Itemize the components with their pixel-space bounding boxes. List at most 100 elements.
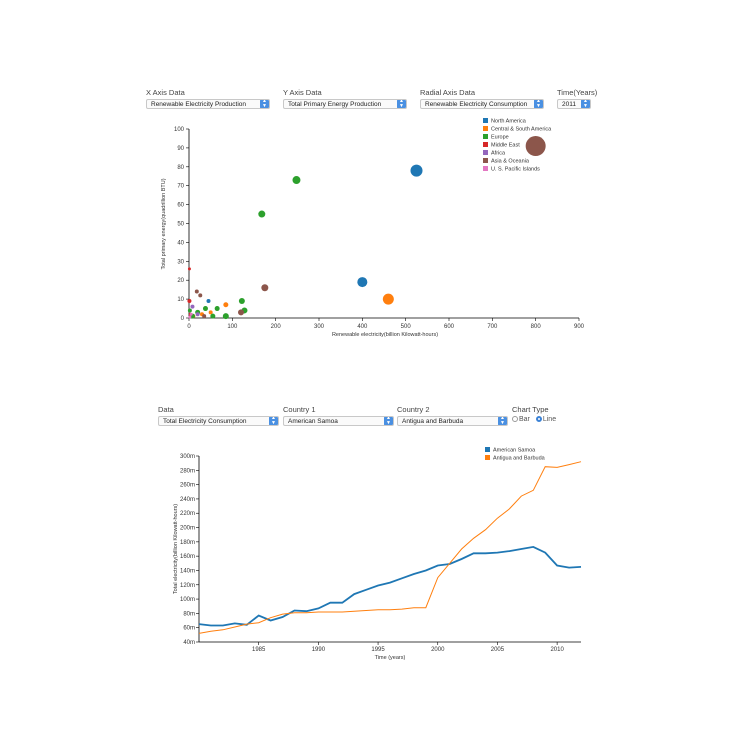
country-1-label: Country 1: [283, 405, 316, 414]
legend-entry: Antigua and Barbuda: [493, 456, 546, 462]
time-year-select-value: 2011: [562, 101, 576, 108]
chevron-updown-icon: ▲ ▼: [534, 100, 543, 108]
line-y-tick-label: 80m: [183, 611, 195, 617]
line-y-tick-label: 160m: [180, 554, 195, 560]
line-x-tick-label: 2005: [491, 647, 505, 653]
line-x-tick-label: 2010: [550, 647, 564, 653]
scatter-x-tick-label: 600: [444, 324, 455, 330]
legend-swatch: [483, 166, 488, 171]
scatter-point[interactable]: [261, 284, 269, 292]
scatter-points: [187, 136, 546, 320]
scatter-point[interactable]: [187, 267, 191, 271]
scatter-x-tick-label: 700: [487, 324, 498, 330]
chevron-updown-icon: ▲ ▼: [384, 417, 393, 425]
scatter-point[interactable]: [210, 313, 216, 319]
data-select-value: Total Electricity Consumption: [163, 418, 247, 425]
legend-entry: U. S. Pacific Islands: [491, 167, 540, 173]
line-y-tick-label: 200m: [180, 526, 195, 532]
bar-radio[interactable]: [512, 416, 518, 423]
scatter-x-tick-label: 400: [357, 324, 368, 330]
scatter-point[interactable]: [223, 302, 229, 308]
scatter-point[interactable]: [190, 304, 195, 309]
scatter-point[interactable]: [382, 293, 394, 305]
line-radio[interactable]: [535, 416, 542, 423]
scatter-point[interactable]: [292, 176, 301, 185]
line-y-tick-label: 100m: [180, 597, 195, 603]
scatter-point[interactable]: [238, 309, 244, 316]
chevron-updown-icon: ▲ ▼: [498, 417, 507, 425]
scatter-point[interactable]: [187, 308, 192, 313]
legend-swatch: [483, 118, 488, 123]
scatter-point[interactable]: [187, 298, 192, 303]
scatter-x-tick-label: 100: [227, 324, 238, 330]
line-y-tick-label: 220m: [180, 511, 195, 517]
y-axis-data-label: Y Axis Data: [283, 88, 322, 97]
scatter-x-tick-label: 800: [531, 324, 542, 330]
line-series: [198, 461, 582, 634]
scatter-point[interactable]: [202, 314, 207, 319]
scatter-point[interactable]: [206, 298, 211, 303]
scatter-point[interactable]: [214, 306, 220, 312]
country-2-label: Country 2: [397, 405, 430, 414]
bar-radio-label: Bar: [519, 416, 530, 423]
radial-axis-select-value: Renewable Electricity Consumption: [425, 101, 528, 108]
time-year-select[interactable]: 2011 ▲ ▼: [557, 99, 591, 109]
scatter-x-tick-label: 500: [401, 324, 412, 330]
line-x-tick-label: 1995: [371, 647, 385, 653]
line-x-tick-label: 2000: [431, 647, 445, 653]
scatter-point[interactable]: [194, 289, 199, 294]
legend-entry: Europe: [491, 135, 509, 141]
scatter-point[interactable]: [222, 313, 229, 320]
time-years-label: Time(Years): [557, 88, 598, 97]
scatter-y-tick-label: 50: [177, 222, 184, 228]
scatter-point[interactable]: [198, 293, 203, 298]
country-1-select-value: American Samoa: [288, 418, 338, 425]
chevron-updown-icon: ▲ ▼: [260, 100, 269, 108]
scatter-point[interactable]: [202, 306, 208, 312]
scatter-y-tick-label: 70: [177, 184, 184, 190]
legend-swatch: [483, 150, 488, 155]
legend-entry: Middle East: [491, 143, 520, 149]
line-axes: 1985 1990 1995 2000 2005 2010 40m 60m 80m 100m 120…: [180, 454, 581, 653]
scatter-x-axis-label: Renewable electricity(billion Kilowatt-h…: [332, 332, 438, 338]
chart-type-label: Chart Type: [512, 405, 549, 414]
data-select[interactable]: Total Electricity Consumption ▲ ▼: [158, 416, 279, 426]
scatter-x-tick-label: 200: [271, 324, 282, 330]
legend-entry: Asia & Oceania: [491, 159, 530, 165]
chevron-updown-icon: ▲ ▼: [269, 417, 278, 425]
line-y-tick-label: 180m: [180, 540, 195, 546]
scatter-point[interactable]: [410, 164, 423, 177]
scatter-y-tick-label: 90: [177, 146, 184, 152]
x-axis-data-label: X Axis Data: [146, 88, 185, 97]
scatter-point[interactable]: [188, 315, 192, 319]
country-1-select[interactable]: American Samoa ▲ ▼: [283, 416, 394, 426]
line-x-tick-label: 1985: [252, 647, 266, 653]
country-2-select[interactable]: Antigua and Barbuda ▲ ▼: [397, 416, 508, 426]
line-x-axis-label: Time (years): [375, 655, 406, 661]
line-y-tick-label: 140m: [180, 568, 195, 574]
scatter-point[interactable]: [208, 310, 213, 315]
line-radio-label: Line: [542, 416, 557, 423]
scatter-point[interactable]: [525, 136, 546, 157]
scatter-x-tick-label: 900: [574, 324, 585, 330]
line-y-tick-label: 120m: [180, 583, 195, 589]
scatter-point[interactable]: [238, 297, 245, 304]
series-line: [198, 461, 582, 634]
legend-entry: Africa: [491, 151, 506, 157]
legend-entry: Central & South America: [491, 127, 552, 133]
radial-axis-select[interactable]: Renewable Electricity Consumption ▲ ▼: [420, 99, 544, 109]
scatter-y-tick-label: 10: [177, 297, 184, 303]
scatter-point[interactable]: [258, 210, 266, 218]
x-axis-select[interactable]: Renewable Electricity Production ▲ ▼: [146, 99, 270, 109]
scatter-y-tick-label: 60: [177, 203, 184, 209]
scatter-point[interactable]: [195, 312, 200, 317]
line-y-tick-label: 60m: [183, 626, 195, 632]
line-y-tick-label: 300m: [180, 454, 195, 460]
legend-swatch: [485, 455, 490, 460]
line-y-tick-label: 240m: [180, 497, 195, 503]
scatter-point[interactable]: [357, 277, 368, 288]
y-axis-select[interactable]: Total Primary Energy Production ▲ ▼: [283, 99, 407, 109]
x-axis-select-value: Renewable Electricity Production: [151, 101, 247, 108]
legend-swatch: [483, 134, 488, 139]
scatter-point[interactable]: [189, 312, 193, 316]
